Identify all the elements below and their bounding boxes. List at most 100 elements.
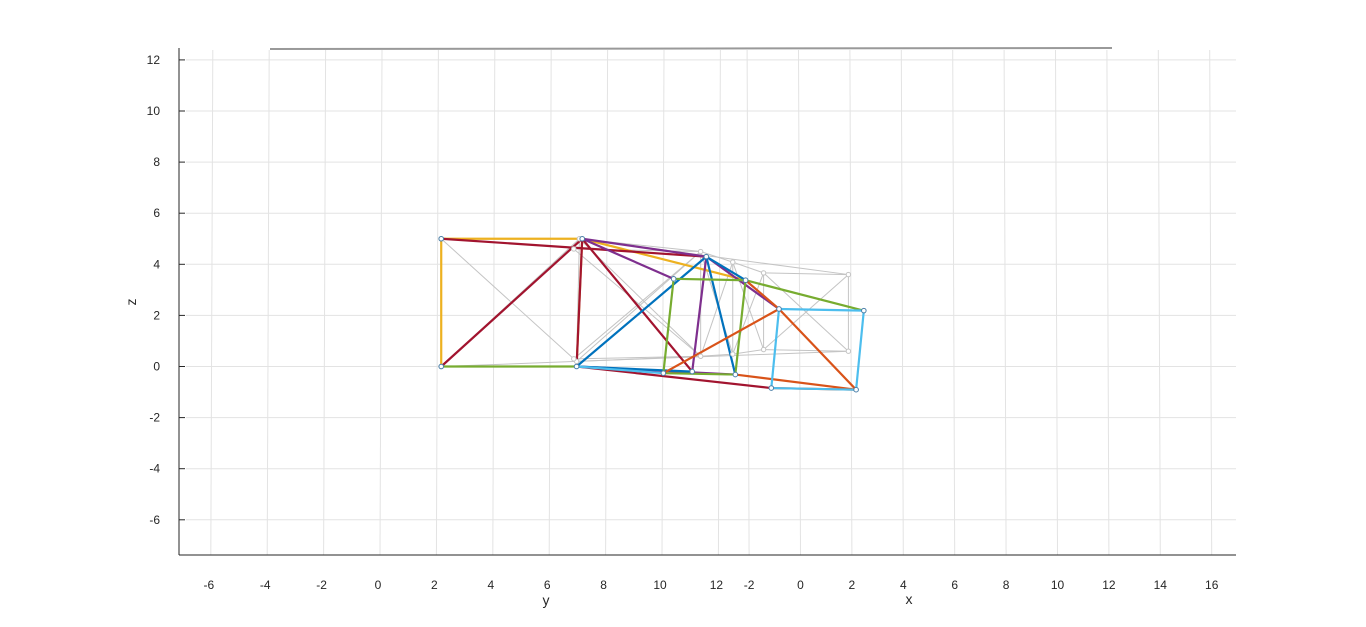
grid-lines bbox=[186, 49, 1236, 556]
deformed-member bbox=[705, 255, 747, 282]
x-ticks: -2 0 2 4 6 8 10 12 14 16 bbox=[744, 578, 1219, 592]
deformed-member bbox=[770, 307, 781, 390]
undeformed-node bbox=[571, 356, 577, 362]
y-tick-label: 4 bbox=[487, 578, 494, 592]
y-tick-label: -2 bbox=[316, 578, 327, 592]
undeformed-member bbox=[763, 272, 849, 276]
deformed-member bbox=[744, 279, 781, 311]
deformed-member bbox=[662, 277, 675, 375]
x-tick-label: 2 bbox=[849, 578, 856, 592]
x-grid-line bbox=[1106, 49, 1110, 556]
y-grid-line bbox=[661, 49, 665, 556]
deformed-member bbox=[581, 237, 694, 373]
deformed-node bbox=[742, 277, 749, 284]
y-grid-line bbox=[435, 49, 439, 556]
undeformed-member bbox=[700, 261, 734, 357]
deformed-node bbox=[438, 363, 445, 370]
y-ticks: -6 -4 -2 0 2 4 6 8 10 12 bbox=[203, 578, 723, 592]
z-tick-label: -4 bbox=[149, 462, 160, 476]
deformed-node bbox=[776, 306, 782, 312]
y-grid-line bbox=[605, 49, 609, 556]
undeformed-node bbox=[571, 246, 577, 252]
y-tick-label: 10 bbox=[653, 578, 667, 592]
undeformed-node bbox=[760, 346, 767, 353]
x-grid-line bbox=[952, 49, 956, 556]
x-axis-label: x bbox=[906, 591, 913, 607]
deformed-node bbox=[670, 276, 677, 282]
z-tick-label: -6 bbox=[149, 513, 160, 527]
deformed-member bbox=[734, 279, 747, 376]
deformed-node bbox=[703, 253, 710, 260]
axes-frame bbox=[178, 47, 1236, 556]
deformed-member bbox=[575, 365, 665, 375]
deformed-member bbox=[744, 279, 865, 312]
y-grid-line bbox=[323, 49, 327, 556]
deformed-node bbox=[579, 235, 586, 242]
top-axis-edge bbox=[269, 47, 1113, 50]
x-grid-line bbox=[849, 49, 853, 556]
undeformed-member bbox=[732, 261, 764, 274]
undeformed-node bbox=[845, 348, 852, 354]
node-markers bbox=[438, 235, 867, 393]
undeformed-node bbox=[730, 259, 736, 265]
z-tick-label: -2 bbox=[149, 411, 160, 425]
x-grid-line bbox=[1003, 49, 1007, 556]
deformed-member bbox=[855, 309, 865, 391]
y-tick-label: 12 bbox=[710, 578, 724, 592]
deformed-member bbox=[581, 237, 747, 282]
x-tick-label: 0 bbox=[797, 578, 804, 592]
z-tick-label: 0 bbox=[153, 360, 160, 374]
y-tick-label: -4 bbox=[260, 578, 271, 592]
deformed-member bbox=[440, 237, 584, 368]
deformed-node bbox=[861, 307, 867, 314]
x-tick-label: 4 bbox=[900, 578, 907, 592]
undeformed-member bbox=[700, 353, 733, 357]
undeformed-node bbox=[697, 248, 704, 255]
x-grid-line bbox=[1157, 49, 1161, 556]
deformed-structure bbox=[440, 237, 865, 391]
y-grid-line bbox=[379, 49, 383, 556]
undeformed-member bbox=[440, 238, 577, 362]
x-grid-line bbox=[746, 49, 750, 556]
y-grid-line bbox=[492, 49, 496, 556]
z-tick-label: 10 bbox=[147, 104, 161, 118]
deformed-member bbox=[770, 386, 858, 391]
deformed-node bbox=[853, 386, 859, 393]
deformed-member bbox=[575, 237, 584, 368]
x-tick-label: 8 bbox=[1003, 578, 1010, 592]
z-tick-label: 4 bbox=[153, 257, 160, 271]
deformed-member bbox=[575, 255, 708, 368]
z-tick-label: 8 bbox=[153, 155, 160, 169]
y-tick-label: 8 bbox=[600, 578, 607, 592]
undeformed-member bbox=[763, 274, 849, 350]
y-tick-label: -6 bbox=[203, 578, 214, 592]
deformed-member bbox=[581, 237, 708, 258]
undeformed-member bbox=[763, 349, 849, 352]
z-tick-label: 12 bbox=[147, 53, 161, 67]
x-tick-label: 6 bbox=[951, 578, 958, 592]
y-axis-label: y bbox=[543, 592, 550, 608]
undeformed-node bbox=[730, 351, 736, 357]
x-grid-line bbox=[1209, 49, 1213, 556]
x-grid-line bbox=[900, 49, 904, 556]
deformed-node bbox=[732, 371, 739, 378]
undeformed-member bbox=[576, 350, 849, 362]
deformed-member bbox=[777, 307, 865, 312]
y-tick-label: 6 bbox=[544, 578, 551, 592]
y-grid-line bbox=[266, 49, 270, 556]
deformed-member bbox=[705, 255, 781, 311]
z-axis-label: z bbox=[123, 299, 139, 306]
deformed-member bbox=[662, 372, 737, 376]
deformed-member bbox=[691, 255, 708, 373]
undeformed-node bbox=[760, 270, 767, 276]
undeformed-structure bbox=[440, 238, 849, 367]
undeformed-member bbox=[573, 248, 701, 357]
x-tick-label: 16 bbox=[1205, 578, 1219, 592]
undeformed-node bbox=[697, 353, 704, 359]
undeformed-member bbox=[732, 272, 765, 355]
x-tick-label: 14 bbox=[1154, 578, 1168, 592]
deformed-member bbox=[777, 307, 858, 391]
y-grid-line bbox=[210, 49, 214, 556]
y-grid-line bbox=[548, 49, 552, 556]
